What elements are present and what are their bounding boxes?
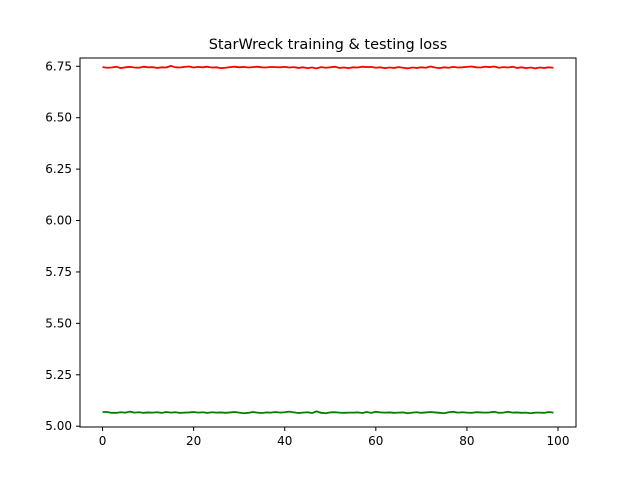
x-tick-label: 20 bbox=[186, 434, 201, 448]
y-tick-label: 5.50 bbox=[45, 316, 72, 330]
plot-frame bbox=[79, 57, 577, 428]
y-tick-label: 5.25 bbox=[45, 368, 72, 382]
y-tick-label: 6.75 bbox=[45, 59, 72, 73]
y-tick-label: 5.75 bbox=[45, 265, 72, 279]
y-tick-label: 6.50 bbox=[45, 111, 72, 125]
x-tick-label: 40 bbox=[277, 434, 292, 448]
x-tick-label: 60 bbox=[368, 434, 383, 448]
y-tick-label: 6.00 bbox=[45, 214, 72, 228]
x-tick-label: 100 bbox=[547, 434, 570, 448]
y-tick-label: 6.25 bbox=[45, 162, 72, 176]
y-tick-label: 5.00 bbox=[45, 419, 72, 433]
axes-layer: 0 20 40 60 80 100 5.00 5.25 5.50 5.75 6.00 6.25 6.50… bbox=[45, 57, 577, 448]
series-layer bbox=[102, 64, 554, 415]
series-line-0 bbox=[102, 64, 554, 70]
chart-title: StarWreck training & testing loss bbox=[209, 37, 448, 53]
series-line-1 bbox=[102, 410, 554, 415]
x-tick-label: 0 bbox=[99, 434, 107, 448]
x-tick-label: 80 bbox=[459, 434, 474, 448]
